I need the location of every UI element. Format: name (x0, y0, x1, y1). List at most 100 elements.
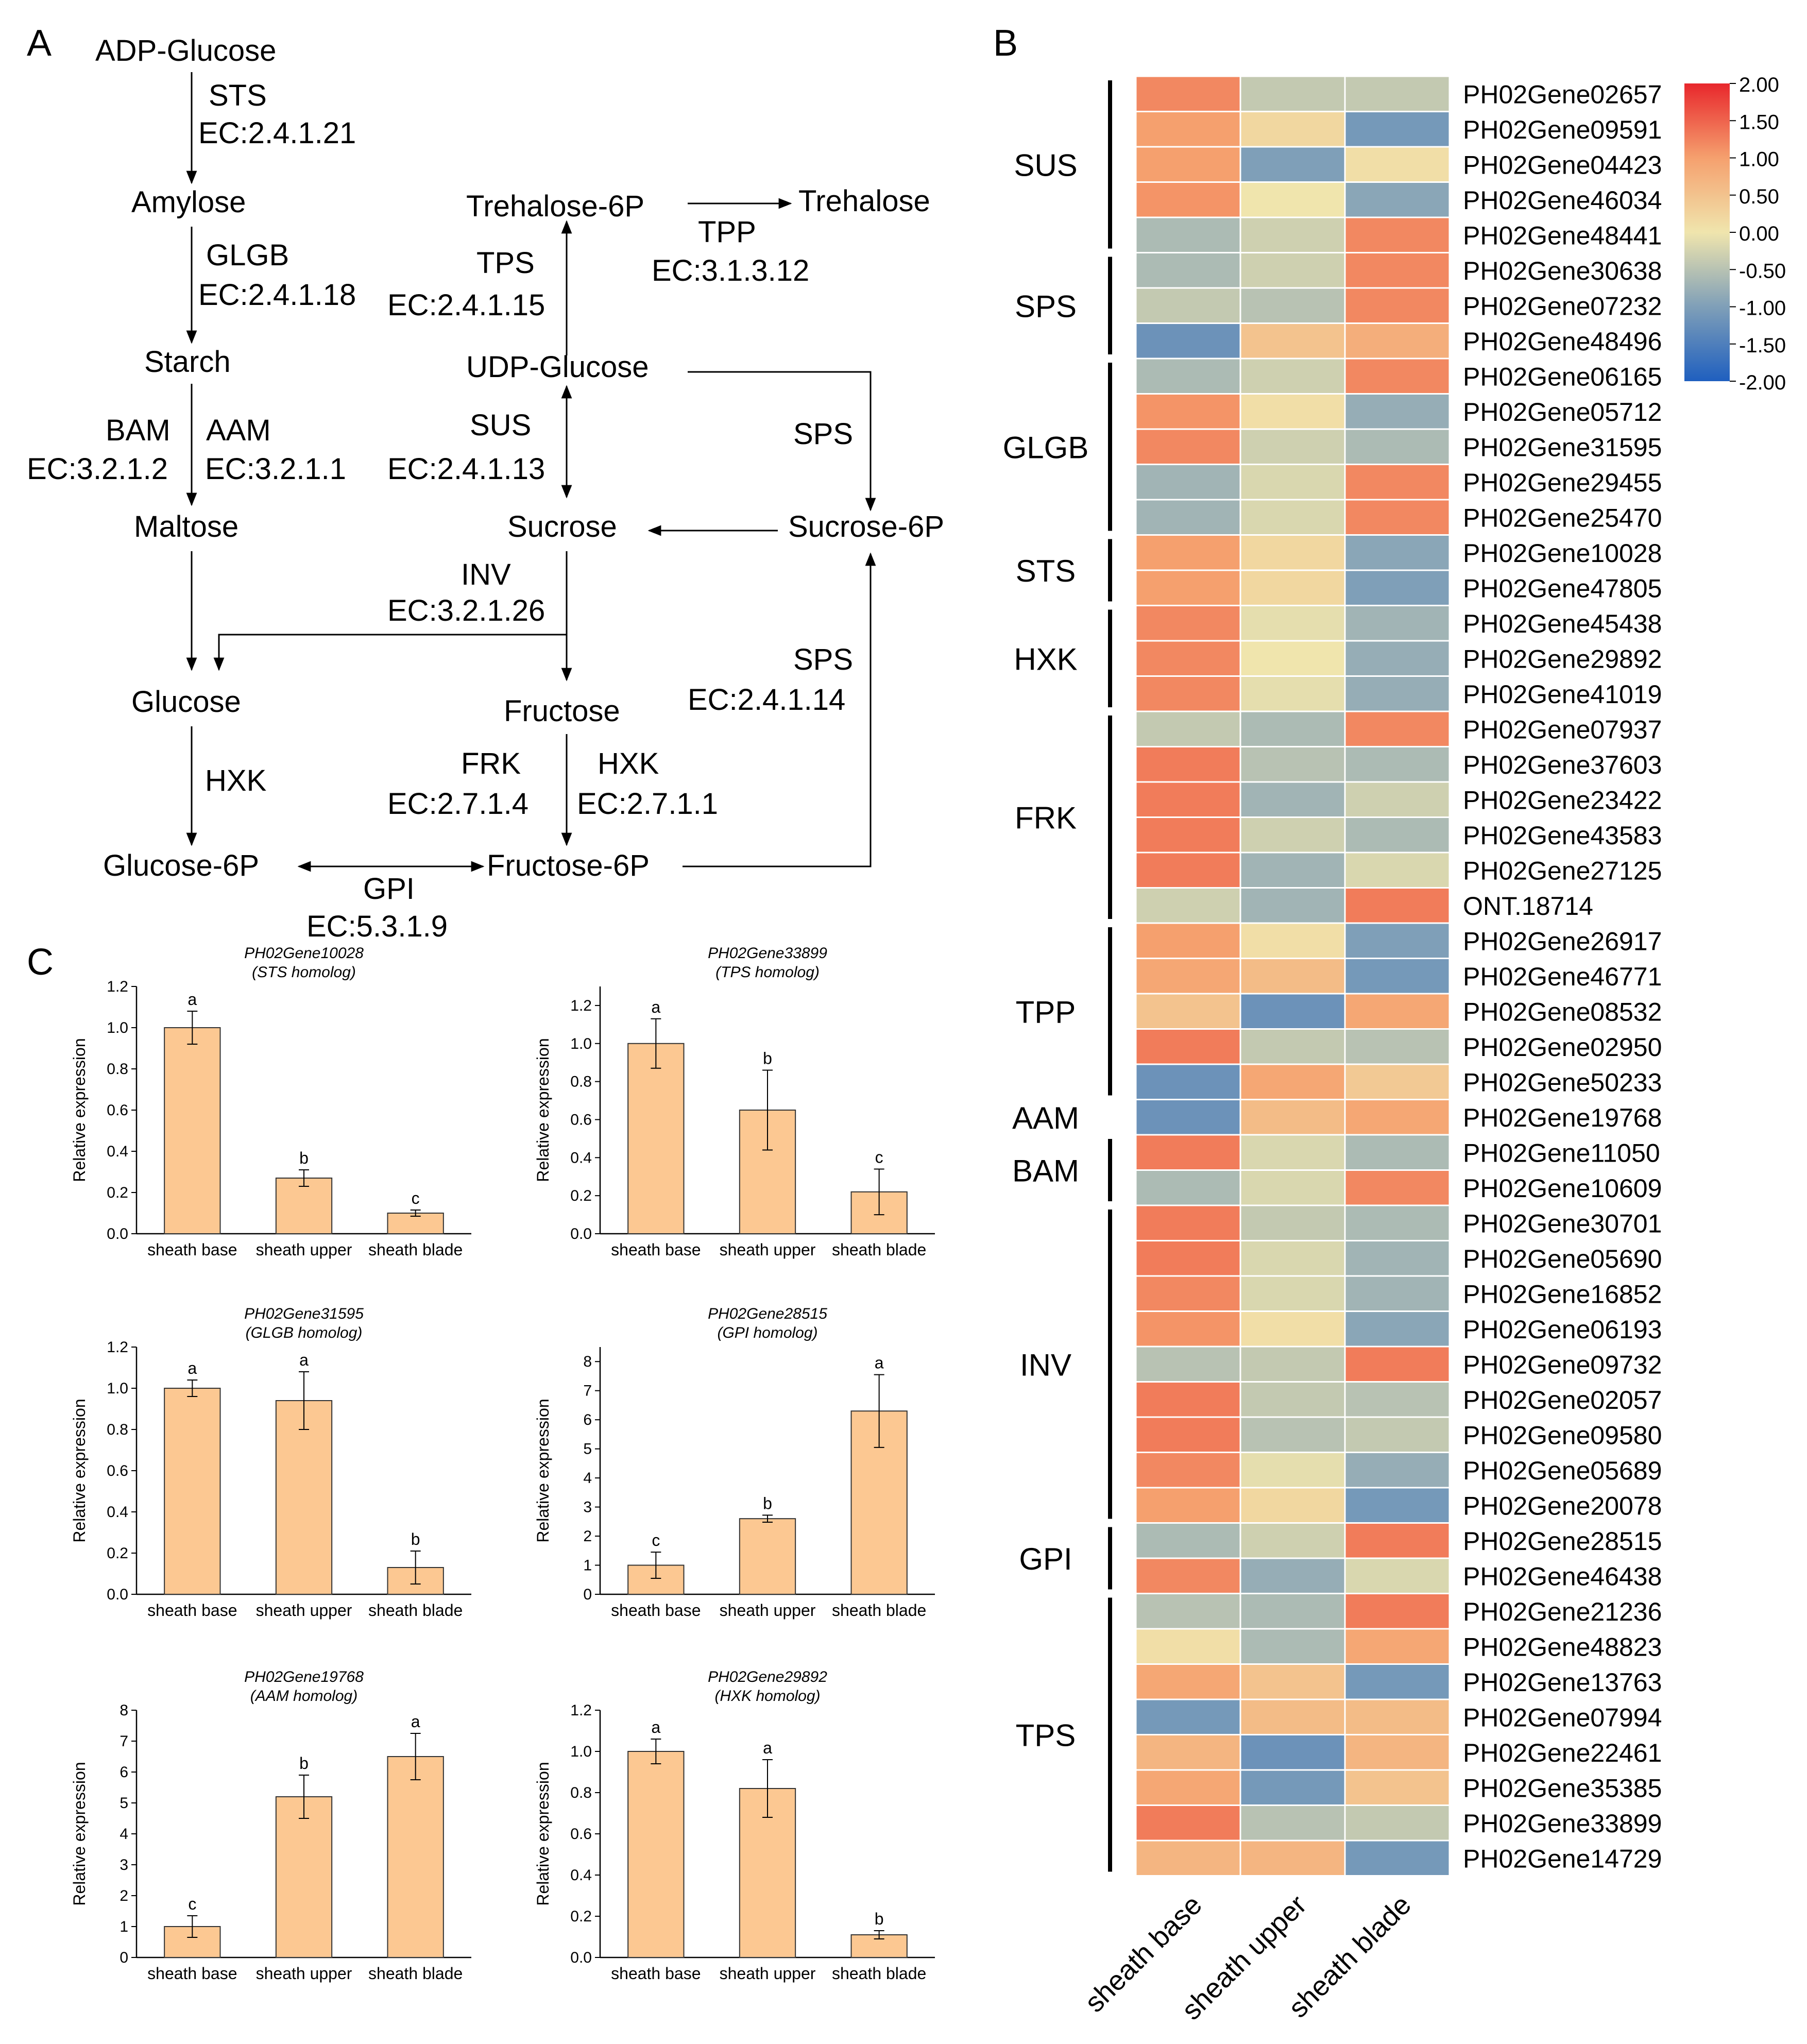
heatmap-gene-label: PH02Gene19768 (1463, 1103, 1662, 1132)
heatmap-group-label: GLGB (1003, 430, 1089, 465)
heatmap-cell (1239, 1698, 1346, 1735)
significance-letter: c (652, 1531, 660, 1549)
heatmap-gene-label: PH02Gene05712 (1463, 398, 1662, 427)
heatmap-gene-label: PH02Gene09732 (1463, 1350, 1662, 1379)
heatmap-cell (1344, 287, 1451, 324)
heatmap-gene-label: PH02Gene46438 (1463, 1562, 1662, 1591)
heatmap-cell (1344, 1204, 1451, 1241)
heatmap-cell (1344, 75, 1451, 112)
compound-trehalose: Trehalose (798, 184, 930, 218)
y-tick-label: 5 (120, 1795, 128, 1812)
heatmap-cell (1239, 993, 1346, 1030)
y-axis-label: Relative expression (70, 1399, 89, 1542)
heatmap-cell (1135, 710, 1241, 747)
y-tick-label: 3 (120, 1856, 128, 1873)
significance-letter: b (299, 1149, 309, 1167)
bar-chart: PH02Gene28515 (GPI homolog) 0 1 2 3 4 5 6 7 8 Relat… (534, 1305, 935, 1620)
enzyme-tpp: TPP (698, 215, 756, 249)
heatmap-cell (1135, 922, 1241, 959)
heatmap-cell (1239, 605, 1346, 642)
heatmap-gene-label: PH02Gene09580 (1463, 1421, 1662, 1450)
heatmap-cell (1344, 816, 1451, 854)
y-tick-label: 0.0 (570, 1225, 592, 1242)
heatmap-gene-label: PH02Gene14729 (1463, 1844, 1662, 1873)
heatmap-group-label: SUS (1014, 148, 1077, 182)
y-tick-label: 0.6 (107, 1102, 128, 1119)
heatmap-cell (1239, 252, 1346, 289)
heatmap-cell (1135, 146, 1241, 183)
heatmap-cell (1344, 1557, 1451, 1594)
heatmap-cell (1239, 1416, 1346, 1453)
legend-tick-label: 1.50 (1739, 111, 1779, 133)
heatmap-cell (1135, 1557, 1241, 1594)
legend-tick-label: -2.00 (1739, 371, 1786, 394)
enzyme-gpi-ec: EC:5.3.1.9 (306, 910, 448, 943)
heatmap-gene-label: PH02Gene07937 (1463, 715, 1662, 744)
pathway-diagram: ADP-Glucose Amylose Starch Maltose Gluco… (27, 34, 944, 943)
heatmap-cell (1135, 1381, 1241, 1418)
y-tick-label: 2 (583, 1528, 592, 1545)
heatmap-gene-label: PH02Gene28515 (1463, 1527, 1662, 1556)
significance-letter: b (875, 1910, 884, 1928)
y-tick-label: 1.0 (570, 1035, 592, 1052)
enzyme-hxk-2: HXK (598, 747, 659, 780)
heatmap-group-label: HXK (1014, 642, 1077, 676)
heatmap-cell (1135, 1134, 1241, 1171)
heatmap-gene-label: PH02Gene20078 (1463, 1491, 1662, 1520)
legend-color-bar (1684, 83, 1730, 381)
heatmap-cells (1135, 75, 1451, 1877)
heatmap-cell (1135, 1769, 1241, 1806)
heatmap-group-label: TPP (1016, 995, 1076, 1029)
y-tick-label: 0.4 (570, 1149, 592, 1166)
heatmap-cell (1135, 1593, 1241, 1630)
heatmap-cell (1135, 181, 1241, 218)
enzyme-aam-ec: EC:3.2.1.1 (205, 452, 346, 486)
compound-sucrose: Sucrose (507, 510, 617, 543)
y-tick-label: 1 (120, 1918, 128, 1935)
legend-tick-label: -1.00 (1739, 297, 1786, 320)
heatmap-gene-label: PH02Gene10609 (1463, 1174, 1662, 1203)
enzyme-tpp-ec: EC:3.1.3.12 (652, 254, 809, 287)
bar (627, 1043, 685, 1235)
significance-letter: c (188, 1895, 196, 1913)
heatmap-gene-label: PH02Gene33899 (1463, 1809, 1662, 1838)
heatmap-cell (1239, 781, 1346, 818)
heatmap-group-label: FRK (1015, 801, 1077, 836)
heatmap-cell (1344, 569, 1451, 606)
arrow-fructose6p-to-sucrose6p (683, 552, 876, 867)
panel-label-b: B (993, 23, 1018, 64)
x-tick-label: sheath blade (368, 1240, 463, 1259)
heatmap-gene-label: PH02Gene46771 (1463, 962, 1662, 991)
heatmap-cell (1135, 781, 1241, 818)
heatmap-cell (1135, 428, 1241, 465)
heatmap-cell (1135, 958, 1241, 995)
chart-subtitle: (AAM homolog) (250, 1688, 357, 1705)
bar (164, 1388, 221, 1595)
heatmap-cell (1344, 851, 1451, 889)
heatmap-gene-labels: PH02Gene02657 PH02Gene09591 PH02Gene04423 P… (1463, 80, 1662, 1873)
chart-title: PH02Gene31595 (244, 1305, 364, 1322)
x-tick-label: sheath base (611, 1964, 701, 1983)
heatmap-cell (1344, 252, 1451, 289)
x-tick-label: sheath blade (832, 1964, 926, 1983)
enzyme-bam: BAM (106, 414, 171, 447)
x-tick-label: sheath upper (256, 1240, 352, 1259)
bar (164, 1027, 221, 1234)
heatmap-cell (1344, 1063, 1451, 1100)
heatmap-cell (1344, 1628, 1451, 1665)
heatmap-cell (1135, 1099, 1241, 1136)
arrow-udp-to-sucrose6p (688, 371, 876, 512)
heatmap-cell (1344, 746, 1451, 783)
y-tick-label: 0.0 (570, 1949, 592, 1966)
y-tick-label: 0.2 (107, 1545, 128, 1562)
heatmap-gene-label: PH02Gene45438 (1463, 609, 1662, 638)
heatmap-cell (1135, 1275, 1241, 1312)
heatmap-gene-label: PH02Gene22461 (1463, 1739, 1662, 1767)
significance-letter: b (411, 1530, 420, 1548)
enzyme-glgb: GLGB (206, 239, 289, 272)
enzyme-tps-ec: EC:2.4.1.15 (387, 288, 545, 322)
y-axis-label: Relative expression (534, 1038, 552, 1182)
heatmap-cell (1239, 922, 1346, 959)
heatmap-cell (1344, 781, 1451, 818)
